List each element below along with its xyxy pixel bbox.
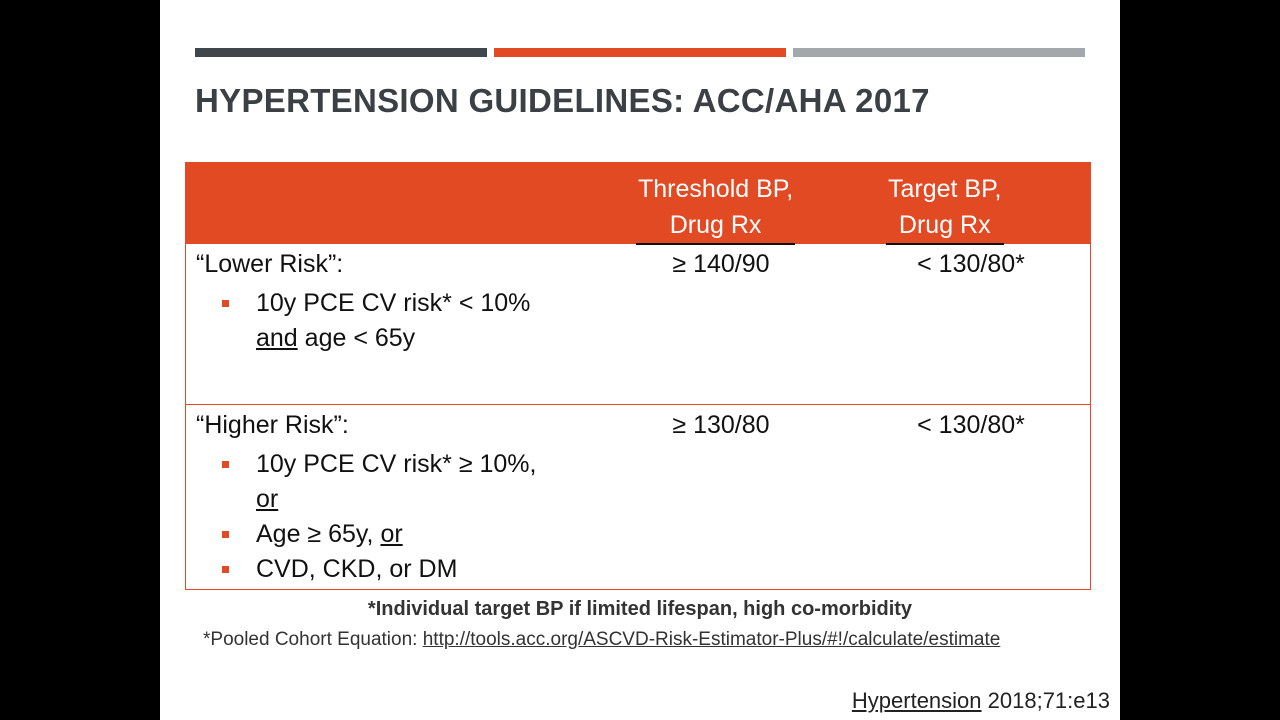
- bullet-marker: [222, 461, 229, 468]
- bullet-line: CVD, CKD, or DM: [256, 552, 457, 587]
- bullet-line: Age ≥ 65y, or: [256, 517, 403, 552]
- link[interactable]: http://tools.acc.org/ASCVD-Risk-Estimato…: [422, 629, 1001, 650]
- slide: HYPERTENSION GUIDELINES: ACC/AHA 2017 Th…: [160, 0, 1120, 720]
- text-run: 10y PCE CV risk* < 10%: [256, 289, 531, 317]
- risk-label: “Higher Risk”:: [196, 411, 349, 439]
- slide-title: HYPERTENSION GUIDELINES: ACC/AHA 2017: [195, 82, 930, 119]
- bullet-text: CVD, CKD, or DM: [256, 552, 457, 587]
- bullet-marker: [222, 566, 229, 573]
- reference: 2018;71:e13: [981, 688, 1110, 713]
- column-header: Threshold BP, Drug Rx: [636, 171, 796, 245]
- accent-bar: [494, 48, 786, 57]
- bullet-marker: [222, 300, 229, 307]
- threshold-cell: ≥ 130/80: [672, 411, 770, 439]
- column-header: Target BP, Drug Rx: [886, 171, 1004, 245]
- target-cell: < 130/80*: [917, 250, 1025, 278]
- footnote: *Pooled Cohort Equation: http://tools.ac…: [203, 629, 1000, 651]
- header-line: Target BP,: [888, 175, 1002, 203]
- accent-bar: [195, 48, 487, 57]
- text-run: Age ≥ 65y,: [256, 520, 381, 548]
- table-row: “Higher Risk”: ≥ 130/80 < 130/80* 10y PCE C…: [186, 404, 1090, 590]
- bullet-text: Age ≥ 65y, or: [256, 517, 403, 552]
- bullet-line: or: [256, 482, 536, 517]
- bullet-line: 10y PCE CV risk* < 10%: [256, 286, 530, 321]
- header-line: Drug Rx: [898, 211, 991, 239]
- bullet-line: 10y PCE CV risk* ≥ 10%,: [256, 447, 536, 482]
- table-row: “Lower Risk”: ≥ 140/90 < 130/80* 10y PCE CV…: [186, 244, 1090, 404]
- table-header: Threshold BP, Drug Rx Target BP, Drug Rx: [186, 163, 1090, 245]
- text-run: CVD, CKD, or DM: [256, 555, 458, 583]
- text-run: and: [256, 324, 298, 352]
- header-line: Threshold BP,: [638, 175, 794, 203]
- bullet-text: 10y PCE CV risk* ≥ 10%, or: [256, 447, 536, 517]
- bullet-marker: [222, 531, 229, 538]
- footnote: *Individual target BP if limited lifespa…: [367, 598, 913, 620]
- citation: Hypertension 2018;71:e13: [852, 688, 1110, 714]
- accent-bar: [793, 48, 1085, 57]
- guideline-table: Threshold BP, Drug Rx Target BP, Drug Rx “L…: [185, 162, 1091, 590]
- journal-link[interactable]: Hypertension: [851, 688, 982, 713]
- text-run: age < 65y: [297, 324, 416, 352]
- header-line: Drug Rx: [669, 211, 762, 239]
- bullet-line: and age < 65y: [256, 321, 530, 356]
- text-run: or: [380, 520, 403, 548]
- footnote-label: *Pooled Cohort Equation:: [203, 629, 423, 650]
- text-run: 10y PCE CV risk* ≥ 10%,: [256, 450, 537, 478]
- text-run: or: [256, 485, 279, 513]
- threshold-cell: ≥ 140/90: [672, 250, 770, 278]
- bullet-text: 10y PCE CV risk* < 10% and age < 65y: [256, 286, 530, 356]
- target-cell: < 130/80*: [917, 411, 1025, 439]
- risk-label: “Lower Risk”:: [196, 250, 344, 278]
